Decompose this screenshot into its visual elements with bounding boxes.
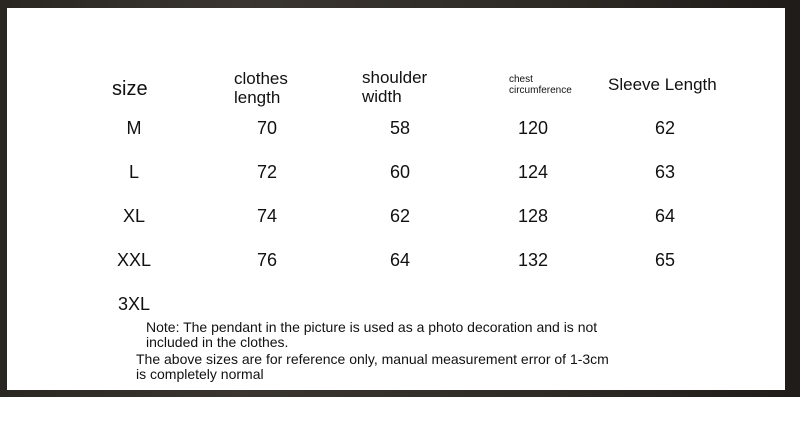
cell-shoulder-width: 60 xyxy=(389,162,411,182)
cell-sleeve: 64 xyxy=(654,206,676,226)
header-sleeve-length: Sleeve Length xyxy=(608,75,717,94)
cell-sleeve: 62 xyxy=(654,118,676,138)
note-pendant-2: included in the clothes. xyxy=(146,334,289,350)
header-size: size xyxy=(112,78,148,100)
cell-size: XL xyxy=(122,206,146,226)
cell-chest: 124 xyxy=(517,162,549,182)
cell-clothes-length: 72 xyxy=(256,162,278,182)
cell-shoulder-width: 62 xyxy=(389,206,411,226)
cell-chest: 120 xyxy=(517,118,549,138)
cell-sleeve: 63 xyxy=(654,162,676,182)
note-reference-2: is completely normal xyxy=(136,366,264,382)
header-shoulder-width-2: width xyxy=(362,87,402,106)
cell-clothes-length: 76 xyxy=(256,250,278,270)
cell-sleeve: 65 xyxy=(654,250,676,270)
cell-size: M xyxy=(126,118,142,138)
cell-size: L xyxy=(128,162,140,182)
cell-size: 3XL xyxy=(117,294,151,314)
header-clothes-length-2: length xyxy=(234,88,281,107)
cell-shoulder-width: 58 xyxy=(389,118,411,138)
cell-clothes-length: 70 xyxy=(256,118,278,138)
cell-chest: 132 xyxy=(517,250,549,270)
cell-chest: 128 xyxy=(517,206,549,226)
header-chest-2: circumference xyxy=(509,85,572,96)
cell-size: XXL xyxy=(116,250,152,270)
note-pendant-1: Note: The pendant in the picture is used… xyxy=(146,319,598,335)
header-shoulder-width-1: shoulder xyxy=(362,68,428,87)
cell-clothes-length: 74 xyxy=(256,206,278,226)
header-chest-1: chest xyxy=(509,74,533,85)
cell-shoulder-width: 64 xyxy=(389,250,411,270)
header-clothes-length-1: clothes xyxy=(234,69,288,88)
note-reference-1: The above sizes are for reference only, … xyxy=(136,351,609,367)
size-chart-panel: size clothes length shoulder width chest… xyxy=(7,8,785,390)
